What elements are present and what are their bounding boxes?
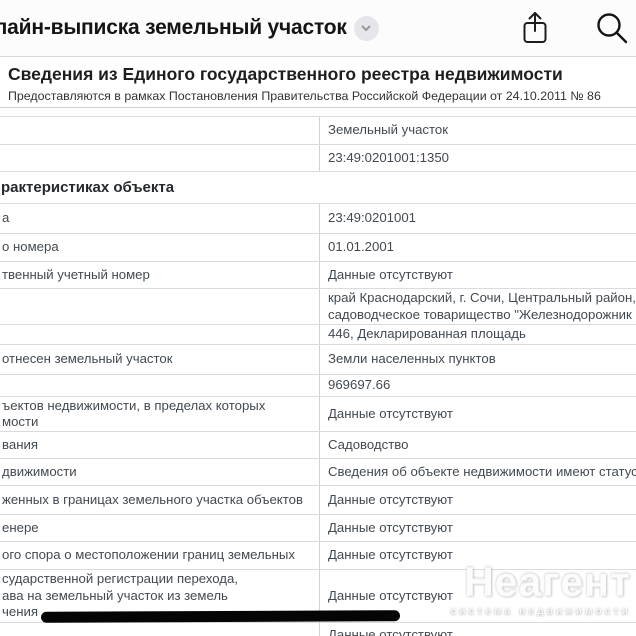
table-row: 446, Декларированная площадь bbox=[0, 325, 636, 345]
row-value: Данные отсутствуют bbox=[328, 266, 453, 282]
search-icon bbox=[592, 8, 632, 48]
row-label: твенный учетный номер bbox=[0, 262, 320, 288]
row-value: Данные отсутствуют bbox=[328, 491, 453, 507]
row-label: а bbox=[0, 204, 320, 233]
row-value: край Краснодарский, г. Сочи, Центральный… bbox=[328, 290, 636, 322]
row-label bbox=[0, 289, 320, 324]
row-label: сударственной регистрации перехода, ава … bbox=[0, 570, 320, 622]
row-value: 446, Декларированная площадь bbox=[328, 326, 526, 342]
table-row: вания Садоводство bbox=[0, 432, 636, 459]
row-label bbox=[0, 325, 320, 344]
row-value: Данные отсутствуют bbox=[328, 547, 453, 563]
row-value: Садоводство bbox=[328, 436, 409, 452]
row-label: движимости bbox=[0, 459, 320, 485]
search-button[interactable] bbox=[592, 8, 632, 48]
table-row: движимости Сведения об объекте недвижимо… bbox=[0, 459, 636, 486]
table-row: а 23:49:0201001 bbox=[0, 204, 636, 234]
table-row: о номера 01.01.2001 bbox=[0, 234, 636, 262]
page-title: лайн-выписка земельный участок bbox=[0, 16, 347, 39]
row-label bbox=[0, 117, 320, 144]
row-label bbox=[0, 623, 320, 636]
table-row: сударственной регистрации перехода, ава … bbox=[0, 570, 636, 623]
summary-table: Земельный участок 23:49:0201001:1350 bbox=[0, 116, 636, 172]
row-value: Данные отсутствуют bbox=[328, 587, 453, 603]
row-label: вания bbox=[0, 432, 320, 458]
document-subtitle: Предоставляются в рамках Постановления П… bbox=[8, 89, 601, 103]
document-title: Сведения из Единого государственного рее… bbox=[8, 64, 563, 84]
row-value: Сведения об объекте недвижимости имеют с… bbox=[328, 463, 636, 479]
row-value: Данные отсутствуют bbox=[328, 519, 453, 535]
chevron-down-icon bbox=[359, 21, 373, 35]
document-header: Сведения из Единого государственного рее… bbox=[0, 57, 636, 108]
row-label: отнесен земельный участок bbox=[0, 345, 320, 374]
details-table: а 23:49:0201001 о номера 01.01.2001 твен… bbox=[0, 203, 636, 636]
table-row: 969697.66 bbox=[0, 375, 636, 397]
row-label bbox=[0, 145, 320, 171]
share-button[interactable] bbox=[520, 9, 550, 47]
table-row: твенный учетный номер Данные отсутствуют bbox=[0, 262, 636, 289]
table-row: Земельный участок bbox=[0, 117, 636, 145]
table-row: женных в границах земельного участка объ… bbox=[0, 486, 636, 515]
row-label: о номера bbox=[0, 234, 320, 261]
row-value: Данные отсутствуют bbox=[328, 405, 453, 421]
table-row: енере Данные отсутствуют bbox=[0, 515, 636, 542]
title-dropdown-button[interactable] bbox=[353, 15, 379, 41]
row-value: 969697.66 bbox=[328, 377, 391, 393]
table-row: ъектов недвижимости, в пределах которых … bbox=[0, 397, 636, 432]
redaction-bar bbox=[40, 610, 401, 623]
browser-toolbar: лайн-выписка земельный участок bbox=[0, 0, 636, 57]
row-label: женных в границах земельного участка объ… bbox=[0, 486, 320, 514]
table-row: край Краснодарский, г. Сочи, Центральный… bbox=[0, 289, 636, 325]
row-label: енере bbox=[0, 515, 320, 541]
row-value: Земли населенных пунктов bbox=[328, 351, 496, 367]
table-row: ого спора о местоположении границ земель… bbox=[0, 542, 636, 570]
row-label bbox=[0, 375, 320, 396]
row-value: Данные отсутствуют bbox=[328, 627, 453, 636]
table-row: 23:49:0201001:1350 bbox=[0, 145, 636, 172]
row-label: ъектов недвижимости, в пределах которых … bbox=[0, 397, 320, 431]
row-label: ого спора о местоположении границ земель… bbox=[0, 542, 320, 569]
row-value: 01.01.2001 bbox=[328, 239, 395, 255]
table-row: отнесен земельный участок Земли населенн… bbox=[0, 345, 636, 375]
row-value: 23:49:0201001 bbox=[328, 210, 417, 226]
row-value: 23:49:0201001:1350 bbox=[328, 149, 450, 165]
table-row: Данные отсутствуют bbox=[0, 623, 636, 636]
share-icon bbox=[520, 9, 550, 47]
row-value: Земельный участок bbox=[328, 122, 449, 138]
section-title: рактеристиках объекта bbox=[1, 179, 175, 196]
